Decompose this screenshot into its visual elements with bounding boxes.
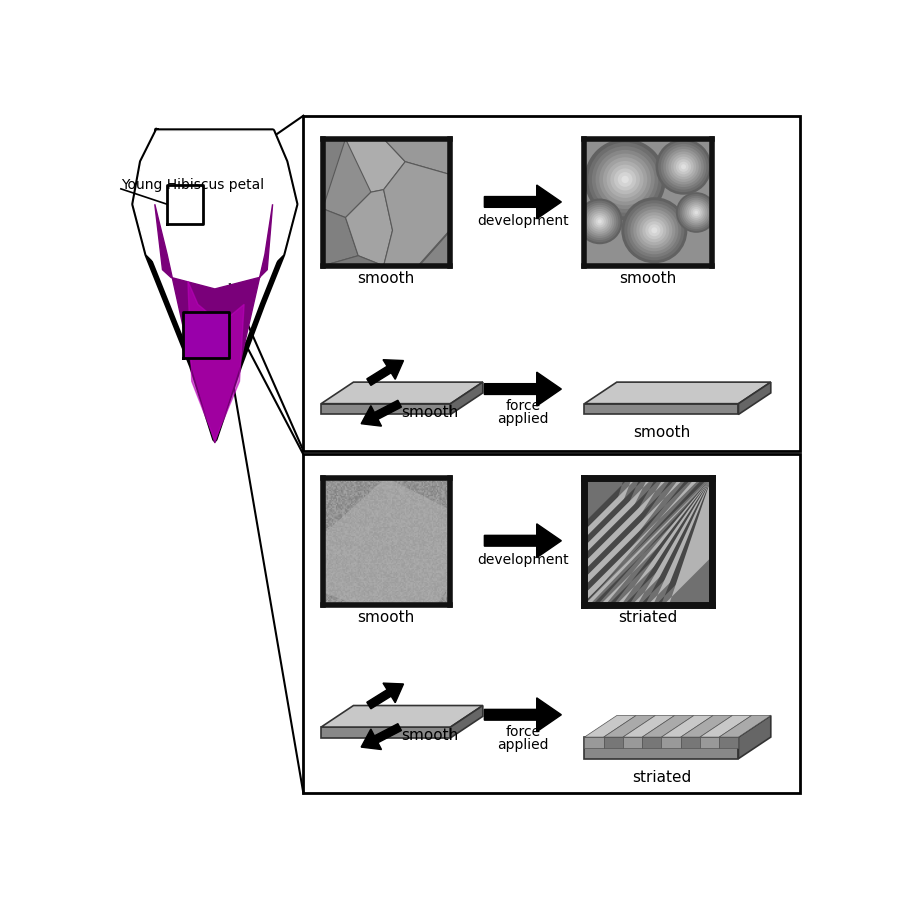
Polygon shape (584, 716, 636, 737)
Polygon shape (604, 716, 655, 737)
Polygon shape (451, 382, 482, 415)
Text: smooth: smooth (619, 271, 677, 286)
Polygon shape (643, 716, 694, 737)
Polygon shape (361, 400, 401, 426)
Polygon shape (484, 698, 562, 732)
Polygon shape (134, 131, 296, 285)
Polygon shape (361, 724, 401, 750)
Polygon shape (367, 360, 403, 385)
Polygon shape (700, 716, 752, 737)
Polygon shape (321, 727, 451, 738)
Text: smooth: smooth (633, 425, 690, 440)
Polygon shape (584, 382, 770, 404)
Polygon shape (321, 706, 482, 727)
Polygon shape (662, 716, 713, 737)
Polygon shape (623, 716, 674, 737)
Polygon shape (643, 737, 662, 748)
Text: applied: applied (497, 412, 549, 426)
Polygon shape (584, 404, 738, 415)
Text: smooth: smooth (357, 271, 415, 286)
Polygon shape (584, 737, 738, 759)
Polygon shape (183, 312, 229, 358)
Text: smooth: smooth (357, 610, 415, 625)
Polygon shape (738, 382, 770, 415)
Polygon shape (155, 204, 273, 443)
Polygon shape (604, 737, 623, 748)
Polygon shape (134, 131, 296, 439)
Text: development: development (477, 554, 569, 567)
Polygon shape (680, 716, 733, 737)
Polygon shape (484, 372, 562, 406)
Polygon shape (662, 737, 680, 748)
Text: development: development (477, 214, 569, 229)
Text: Young Hibiscus petal: Young Hibiscus petal (121, 178, 264, 192)
Text: force: force (505, 399, 540, 413)
Text: striated: striated (632, 770, 691, 785)
Text: force: force (505, 724, 540, 739)
Polygon shape (680, 737, 700, 748)
Polygon shape (451, 706, 482, 738)
Text: smooth: smooth (401, 405, 458, 420)
Polygon shape (584, 737, 604, 748)
Text: smooth: smooth (401, 728, 458, 743)
Text: applied: applied (497, 738, 549, 752)
Polygon shape (321, 404, 451, 415)
Polygon shape (484, 185, 562, 219)
Polygon shape (738, 716, 770, 759)
Polygon shape (700, 737, 719, 748)
Text: striated: striated (618, 610, 678, 625)
Polygon shape (188, 281, 244, 441)
Polygon shape (367, 683, 403, 709)
Polygon shape (321, 382, 482, 404)
Polygon shape (484, 524, 562, 558)
Polygon shape (719, 737, 738, 748)
Polygon shape (623, 737, 643, 748)
Bar (303, 454, 800, 793)
Polygon shape (719, 716, 770, 737)
Bar (303, 116, 800, 451)
